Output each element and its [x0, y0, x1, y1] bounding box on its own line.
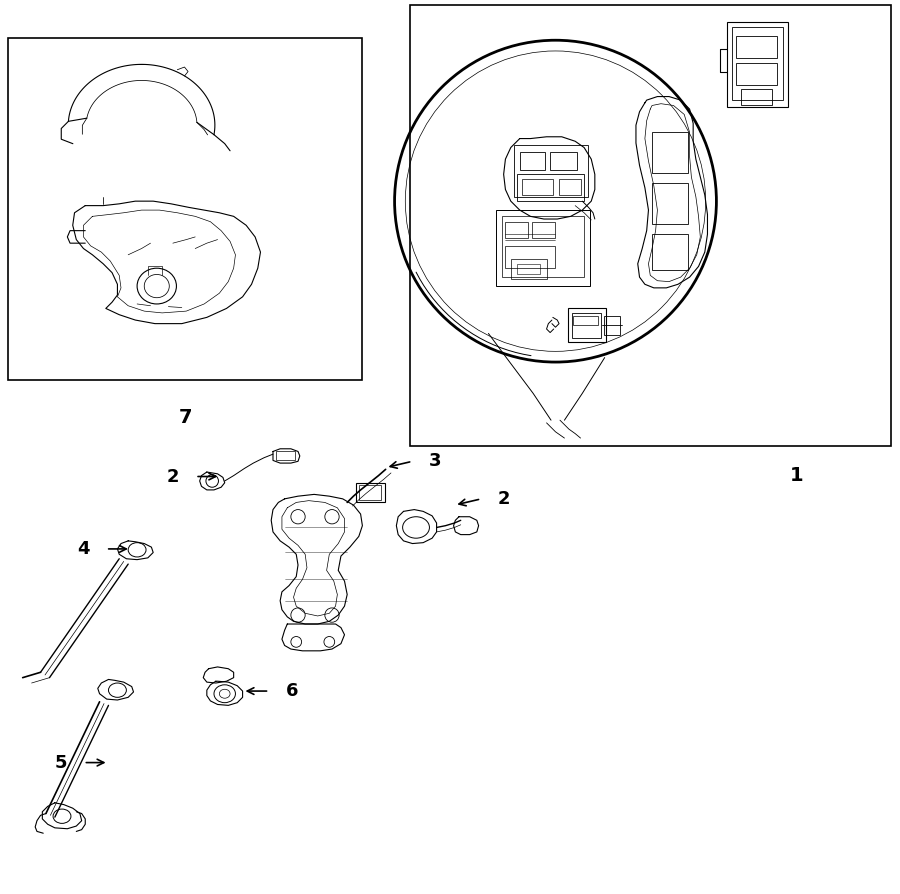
Text: 6: 6	[285, 682, 298, 700]
Text: 4: 4	[77, 540, 90, 558]
Bar	[515, 145, 588, 197]
Text: 1: 1	[790, 466, 804, 485]
Text: 5: 5	[55, 754, 68, 772]
Text: 7: 7	[178, 408, 192, 426]
Bar	[8, 38, 363, 380]
Bar	[497, 210, 590, 286]
Bar	[652, 234, 688, 270]
Bar	[736, 63, 778, 85]
Bar	[559, 179, 581, 195]
Bar	[517, 174, 584, 201]
Bar	[359, 485, 382, 500]
Bar	[521, 179, 553, 195]
Bar	[550, 152, 577, 170]
Bar	[727, 22, 788, 107]
Text: 2: 2	[498, 490, 510, 508]
Bar	[741, 89, 772, 105]
Bar	[511, 259, 546, 279]
Text: 3: 3	[428, 452, 441, 470]
Bar	[275, 451, 295, 460]
Bar	[410, 5, 891, 446]
Bar	[532, 222, 554, 238]
Bar	[506, 222, 527, 238]
Bar	[736, 36, 778, 58]
Bar	[506, 246, 554, 268]
Bar	[572, 313, 601, 338]
Bar	[652, 132, 688, 173]
Text: 2: 2	[166, 468, 179, 485]
Bar	[732, 27, 784, 100]
Bar	[519, 152, 544, 170]
Bar	[568, 308, 606, 342]
Bar	[517, 264, 540, 274]
Bar	[573, 316, 598, 325]
Bar	[604, 316, 620, 335]
Bar	[356, 483, 384, 502]
Bar	[652, 183, 688, 224]
Bar	[502, 216, 584, 277]
